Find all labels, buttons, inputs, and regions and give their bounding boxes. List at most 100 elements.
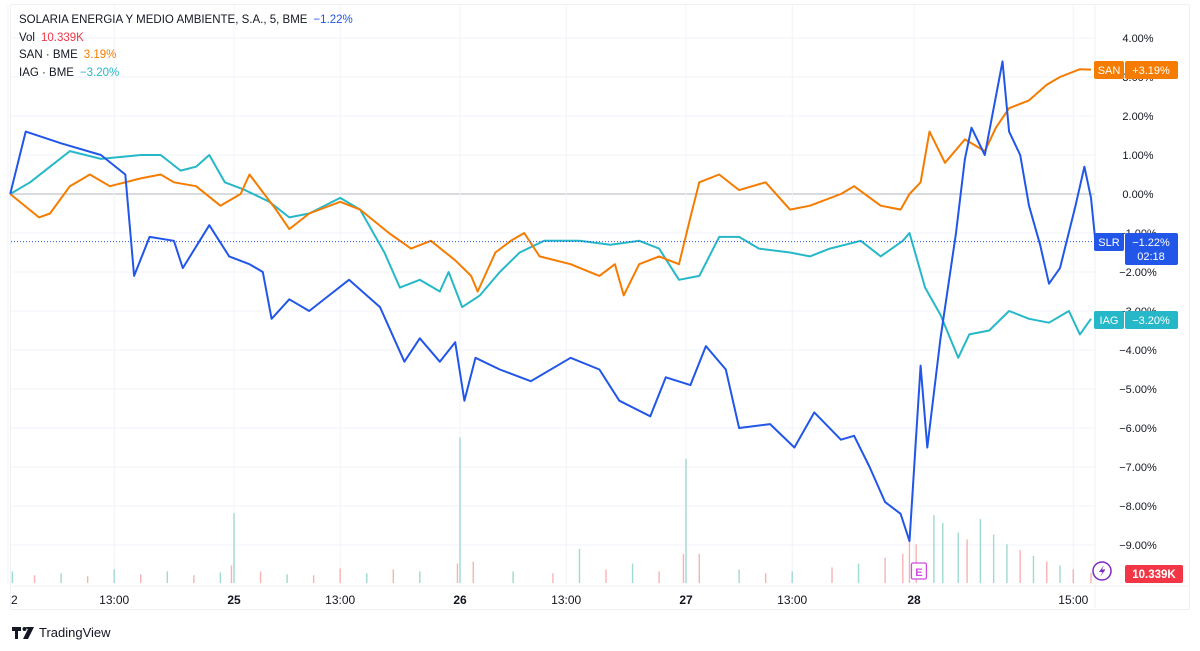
series-line-san xyxy=(9,68,1092,297)
y-tick-label: −8.00% xyxy=(1119,501,1157,513)
volume-bar xyxy=(259,571,262,583)
legend-san-change: 3.19% xyxy=(83,49,117,61)
volume-bar xyxy=(933,515,935,583)
volume-bar xyxy=(472,561,474,583)
volume-bar xyxy=(456,563,459,583)
y-tick-label: −4.00% xyxy=(1119,345,1157,357)
legend-vol-value: 10.339K xyxy=(41,31,84,44)
volume-bar xyxy=(831,567,833,583)
last-value-box xyxy=(1125,61,1178,79)
price-tag-slr[interactable]: SLR −1.22% 02:18 xyxy=(1094,233,1178,265)
x-tick-label: 13:00 xyxy=(325,593,355,607)
volume-bar xyxy=(698,553,700,583)
volume-bar xyxy=(764,573,767,583)
volume-tag-label: 10.339K xyxy=(1132,569,1176,581)
volume-bar xyxy=(605,569,607,583)
x-axis: 2 13:00 25 13:00 26 13:00 27 13:00 28 15:00 xyxy=(11,593,1089,607)
series-tag-box xyxy=(1094,311,1124,329)
y-tick-label: −5.00% xyxy=(1119,384,1157,396)
legend-main-title: SOLARIA ENERGIA Y MEDIO AMBIENTE, S.A., … xyxy=(19,14,308,26)
volume-bar xyxy=(884,557,886,583)
event-marker[interactable] xyxy=(1092,561,1112,581)
volume-bar xyxy=(979,518,982,583)
volume-bar xyxy=(166,571,168,583)
volume-bar xyxy=(552,573,554,583)
y-tick-label: 1.00% xyxy=(1122,150,1153,162)
volume-bar xyxy=(1019,550,1021,583)
volume-bar xyxy=(11,571,14,583)
volume-bar xyxy=(738,569,740,583)
volume-bar xyxy=(312,575,315,583)
x-tick-label: 15:00 xyxy=(1058,593,1088,607)
y-tick-label: −7.00% xyxy=(1119,462,1157,474)
last-value-label: +3.19% xyxy=(1132,65,1170,77)
event-markers: E xyxy=(910,561,1112,581)
x-tick-label: 13:00 xyxy=(99,593,129,607)
legend-vol-label: Vol xyxy=(19,31,35,44)
volume-bar xyxy=(791,571,793,583)
tradingview-logo[interactable]: TradingView xyxy=(12,625,111,640)
x-tick-label: 2 xyxy=(11,593,18,607)
last-value-label: −3.20% xyxy=(1132,315,1170,327)
x-tick-label: 13:00 xyxy=(777,593,807,607)
volume-bar xyxy=(286,574,288,583)
volume-bar xyxy=(233,513,235,583)
volume-bars xyxy=(11,437,1092,583)
volume-bar xyxy=(685,458,687,583)
volume-bar xyxy=(60,573,62,583)
x-tick-label: 28 xyxy=(907,593,921,607)
brand-name: TradingView xyxy=(39,625,111,640)
series-line-slr xyxy=(9,60,1097,543)
volume-bar xyxy=(1072,569,1074,583)
legend-main-change: −1.22% xyxy=(313,14,353,26)
volume-bar xyxy=(140,574,142,583)
series-lines xyxy=(9,60,1097,543)
legend-main[interactable]: SOLARIA ENERGIA Y MEDIO AMBIENTE, S.A., … xyxy=(19,12,353,30)
volume-bar xyxy=(578,549,581,583)
price-tag-san[interactable]: SAN +3.19% xyxy=(1094,61,1178,79)
series-tag-name: SAN xyxy=(1098,65,1121,77)
tradingview-logo-icon xyxy=(12,626,34,639)
volume-bar xyxy=(230,565,233,583)
last-value-label: −1.22% xyxy=(1132,237,1170,249)
volume-bar xyxy=(86,576,89,583)
legend-iag[interactable]: IAG · BME −3.20% xyxy=(19,65,353,83)
y-tick-label: −2.00% xyxy=(1119,267,1157,279)
volume-bar xyxy=(366,573,368,583)
volume-bar xyxy=(908,539,911,583)
series-tag-name: IAG xyxy=(1100,315,1119,327)
volume-tag-box xyxy=(1125,565,1183,583)
volume-bar xyxy=(33,575,36,583)
earnings-marker[interactable]: E xyxy=(910,562,928,580)
legend-san[interactable]: SAN · BME 3.19% xyxy=(19,47,353,65)
volume-bar xyxy=(339,568,341,583)
series-tag-name: SLR xyxy=(1098,237,1119,249)
legend-volume[interactable]: Vol 10.339K xyxy=(19,30,353,48)
volume-bar xyxy=(857,563,860,583)
volume-bar xyxy=(682,553,685,583)
volume-bar xyxy=(1032,555,1035,583)
countdown-label: 02:18 xyxy=(1137,251,1165,263)
earnings-label: E xyxy=(915,567,922,579)
volume-bar xyxy=(459,437,461,583)
y-tick-label: 2.00% xyxy=(1122,111,1153,123)
volume-bar xyxy=(1090,572,1092,583)
price-tag-iag[interactable]: IAG −3.20% xyxy=(1094,311,1178,329)
volume-bar xyxy=(902,553,904,583)
legend: SOLARIA ENERGIA Y MEDIO AMBIENTE, S.A., … xyxy=(19,12,353,82)
x-tick-label: 27 xyxy=(679,593,693,607)
volume-bar xyxy=(631,563,634,583)
volume-bar xyxy=(392,569,394,583)
series-tag-box xyxy=(1094,233,1124,251)
y-tick-label: 0.00% xyxy=(1122,189,1153,201)
y-tick-label: −6.00% xyxy=(1119,423,1157,435)
y-axis: 4.00%3.00%2.00%1.00%0.00%−1.00%−2.00%−3.… xyxy=(1119,33,1157,552)
volume-bar xyxy=(966,539,968,583)
chart-frame xyxy=(10,4,1190,610)
volume-bar xyxy=(219,572,222,583)
lightning-icon xyxy=(1099,565,1106,577)
volume-bar xyxy=(1059,565,1061,583)
last-value-box xyxy=(1125,233,1178,265)
grid xyxy=(7,5,1190,608)
